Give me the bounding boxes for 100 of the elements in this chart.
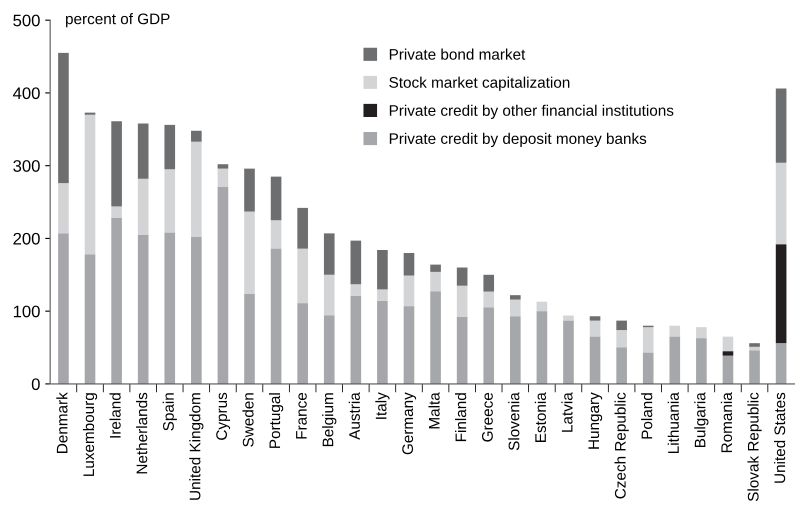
- bar: [510, 300, 521, 316]
- bar: [483, 308, 494, 384]
- bar: [350, 240, 362, 284]
- bar: [377, 289, 388, 301]
- bar: [191, 142, 202, 237]
- bar: [404, 252, 414, 276]
- bar: [616, 330, 627, 348]
- bar: [270, 220, 282, 249]
- legend-label: Private credit by other financial institutions: [390, 104, 674, 119]
- x-tick-label: Germany: [402, 392, 416, 454]
- bar: [510, 316, 521, 384]
- bar: [669, 336, 680, 384]
- bar: [749, 350, 760, 384]
- x-tick-label: France: [296, 392, 307, 439]
- bar: [590, 316, 600, 321]
- bar: [749, 343, 760, 347]
- bar: [84, 254, 96, 384]
- x-tick-label: United States: [774, 392, 786, 483]
- bar: [191, 130, 202, 142]
- bar: [270, 176, 282, 220]
- x-tick-label: Denmark: [56, 392, 68, 453]
- bar: [164, 169, 176, 233]
- bar: [218, 186, 228, 384]
- x-tick-label: Cyprus: [216, 392, 230, 440]
- bar: [164, 232, 176, 384]
- bar: [696, 327, 707, 338]
- bar: [377, 300, 388, 384]
- bar: [244, 212, 255, 294]
- bar: [350, 296, 362, 384]
- bar: [430, 272, 441, 292]
- bar: [297, 248, 308, 304]
- bar: [138, 123, 148, 179]
- x-tick-label: Romania: [720, 392, 732, 452]
- x-tick-label: Belgium: [322, 393, 336, 446]
- bar: [669, 326, 680, 337]
- bar: [483, 274, 494, 292]
- legend-label: Stock market capitalization: [389, 76, 570, 91]
- bar: [430, 292, 441, 384]
- bar: [510, 295, 521, 300]
- bar: [377, 250, 388, 290]
- x-tick-label: Lithuania: [668, 392, 679, 453]
- bar: [776, 244, 786, 344]
- bar: [244, 294, 255, 384]
- x-tick-label: Finland: [455, 393, 466, 442]
- x-tick-label: Hungary: [588, 392, 602, 449]
- bar: [218, 168, 228, 187]
- bar: [642, 352, 654, 384]
- bar: [456, 268, 468, 286]
- x-tick-label: Luxembourg: [82, 393, 98, 476]
- bar: [696, 338, 707, 384]
- bar: [404, 306, 414, 384]
- y-tick-label: 100: [14, 306, 40, 318]
- bar: [324, 233, 335, 275]
- bar: [58, 183, 69, 234]
- y-tick-label: 400: [13, 87, 40, 100]
- x-tick-label: Portugal: [268, 393, 284, 448]
- bar: [404, 276, 414, 306]
- x-tick-label: Slovak Republic: [747, 392, 762, 502]
- x-tick-label: Bulgaria: [694, 392, 708, 448]
- x-tick-label: Ireland: [109, 393, 121, 438]
- bar: [297, 208, 308, 249]
- bar: [58, 233, 69, 384]
- bar: [297, 303, 308, 384]
- x-tick-label: Malta: [428, 392, 440, 428]
- bar: [590, 320, 600, 337]
- bar: [430, 264, 441, 272]
- bar: [749, 346, 760, 350]
- x-tick-label: Slovenia: [508, 392, 520, 450]
- bar: [776, 343, 786, 384]
- x-tick-label: Sweden: [242, 393, 254, 447]
- bar: [350, 284, 362, 296]
- bar: [536, 311, 548, 384]
- bar: [138, 178, 148, 235]
- bar: [616, 320, 627, 330]
- y-tick-label: 300: [13, 160, 40, 172]
- bar: [111, 218, 122, 384]
- legend-label: Private credit by deposit money banks: [390, 132, 646, 148]
- bar: [616, 348, 627, 384]
- bar: [776, 88, 786, 163]
- bar: [164, 124, 176, 170]
- x-tick-label: Greece: [482, 392, 493, 442]
- bar: [483, 292, 494, 308]
- bar: [244, 168, 255, 212]
- bar: [218, 164, 228, 169]
- bar: [270, 248, 282, 384]
- bar: [456, 286, 468, 317]
- x-tick-label: Spain: [162, 393, 177, 431]
- legend-label: Private bond market: [390, 48, 526, 60]
- bar: [722, 336, 734, 352]
- bar: [722, 351, 734, 356]
- y-axis-title: percent of GDP: [66, 13, 170, 28]
- bar: [563, 316, 574, 321]
- x-tick-label: Latvia: [561, 392, 573, 432]
- bar: [776, 162, 786, 244]
- y-tick-label: 500: [13, 14, 40, 26]
- bar: [642, 327, 654, 353]
- x-tick-label: Poland: [641, 393, 652, 439]
- x-tick-label: United Kingdom: [189, 393, 204, 500]
- bar: [111, 206, 122, 218]
- bar: [58, 52, 69, 184]
